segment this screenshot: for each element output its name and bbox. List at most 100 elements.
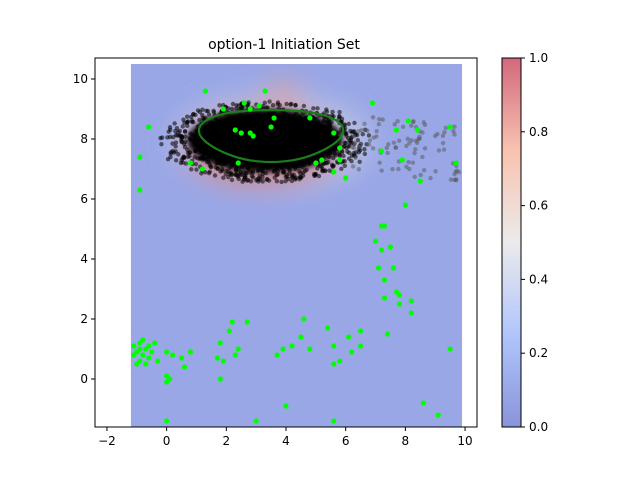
cloud-point (442, 130, 447, 135)
cloud-point (256, 133, 261, 139)
cloud-point (252, 115, 257, 121)
green-point (331, 418, 337, 424)
cloud-point (266, 178, 272, 183)
cloud-point (351, 145, 357, 151)
cloud-point (350, 164, 356, 169)
cloud-point (297, 135, 302, 140)
green-point (137, 346, 143, 352)
cloud-point (291, 113, 296, 119)
cloud-point (406, 159, 411, 165)
cloud-point (189, 118, 195, 123)
green-point (420, 400, 426, 406)
cloud-point (365, 128, 370, 133)
x-tick-label: 2 (222, 434, 230, 448)
cloud-point (411, 119, 416, 124)
green-contour (197, 109, 345, 164)
cloud-point (303, 131, 308, 136)
green-point (384, 331, 391, 337)
cloud-point (277, 125, 283, 131)
cloud-point (279, 141, 284, 147)
green-point (164, 349, 170, 355)
cloud-point (195, 138, 200, 143)
x-tick-label: −2 (98, 434, 116, 448)
cloud-point (275, 144, 280, 150)
cloud-point (362, 151, 368, 157)
x-tick-label: 8 (402, 434, 410, 448)
cloud-point (247, 155, 252, 160)
green-point (331, 361, 337, 367)
green-point (247, 106, 253, 112)
cloud-point (452, 132, 457, 137)
green-point (453, 160, 459, 166)
cloud-point (405, 136, 410, 142)
cloud-point (324, 132, 329, 137)
cloud-point (374, 128, 379, 134)
colorbar-tick-label: 0.0 (529, 420, 548, 434)
green-point (140, 352, 146, 358)
green-point (405, 118, 411, 124)
green-point (417, 178, 423, 184)
green-point (235, 160, 241, 166)
cloud-point (191, 138, 196, 144)
cloud-point (185, 114, 190, 119)
colorbar-ticks: 0.0 0.2 0.4 0.6 0.8 1.0 (521, 51, 548, 434)
cloud-point (262, 119, 268, 124)
cloud-point (393, 145, 398, 150)
colorbar: 0.0 0.2 0.4 0.6 0.8 1.0 (501, 51, 548, 434)
cloud-point (314, 132, 320, 137)
cloud-point (212, 152, 218, 157)
cloud-point (236, 173, 241, 178)
cloud-point (412, 174, 417, 180)
cloud-point (357, 144, 363, 150)
cloud-point (207, 120, 213, 125)
cloud-point (274, 162, 279, 167)
y-tick-label: 4 (80, 252, 88, 266)
cloud-point (353, 150, 359, 155)
green-point (301, 316, 307, 322)
cloud-point (192, 133, 197, 139)
green-point (369, 100, 376, 106)
cloud-point (261, 148, 266, 154)
cloud-point (227, 171, 232, 177)
cloud-point (239, 105, 244, 110)
green-point (229, 319, 235, 325)
cloud-point (300, 162, 305, 167)
cloud-point (279, 134, 284, 139)
green-point (232, 352, 238, 358)
cloud-point (352, 120, 357, 126)
x-tick-label: 0 (163, 434, 171, 448)
cloud-point (180, 124, 185, 129)
cloud-point (268, 148, 273, 153)
cloud-point (367, 138, 373, 143)
green-point (289, 343, 295, 349)
cloud-point (345, 149, 350, 154)
green-point (381, 223, 388, 229)
cloud-point (352, 129, 357, 134)
cloud-point (289, 128, 294, 133)
green-point (447, 124, 453, 130)
cloud-point (267, 99, 272, 104)
cloud-point (371, 135, 376, 140)
green-point (199, 166, 206, 172)
cloud-point (165, 157, 171, 162)
green-point (307, 346, 313, 352)
cloud-point (227, 137, 233, 142)
cloud-point (436, 148, 442, 153)
cloud-point (239, 164, 245, 170)
colorbar-tick-label: 0.4 (529, 272, 548, 286)
cloud-point (187, 150, 192, 155)
cloud-point (194, 167, 199, 172)
green-point (381, 277, 388, 283)
cloud-point (317, 126, 322, 132)
green-point (396, 301, 403, 307)
cloud-point (281, 125, 286, 130)
green-points (131, 88, 459, 424)
cloud-point (215, 119, 220, 125)
cloud-point (218, 169, 223, 174)
green-point (349, 349, 355, 355)
cloud-point (337, 130, 342, 135)
cloud-point (292, 121, 298, 126)
cloud-point (302, 168, 308, 174)
cloud-point (170, 141, 175, 146)
cloud-point (339, 150, 345, 155)
